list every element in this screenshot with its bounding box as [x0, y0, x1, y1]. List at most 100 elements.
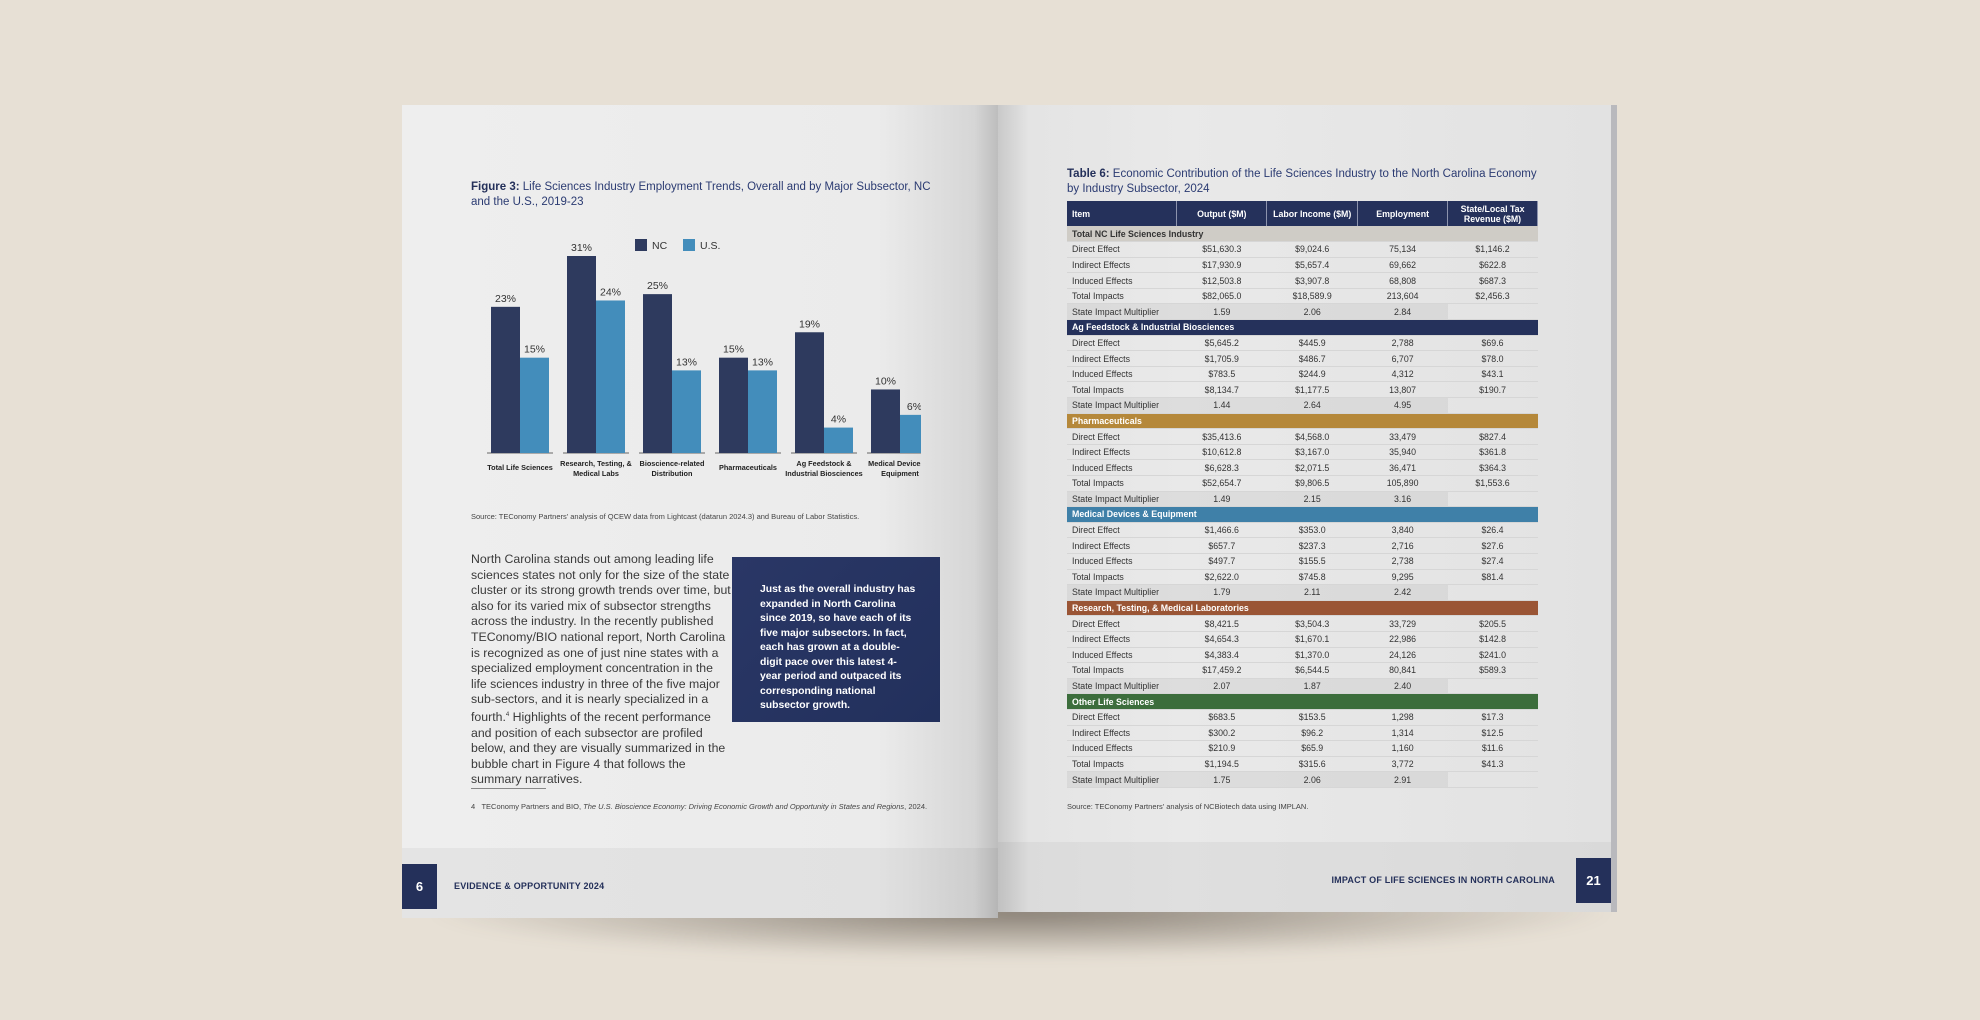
table-cell: Indirect Effects — [1067, 725, 1177, 742]
table-cell: $1,194.5 — [1176, 756, 1267, 773]
table-cell: Indirect Effects — [1067, 350, 1177, 367]
table-cell: $41.3 — [1447, 756, 1538, 773]
table-cell: 22,986 — [1357, 631, 1448, 648]
table-cell: $687.3 — [1447, 272, 1538, 289]
table-cell: State Impact Multiplier — [1067, 303, 1177, 321]
economic-contribution-table: Item Output ($M) Labor Income ($M) Employme… — [1067, 201, 1538, 788]
bar-us — [672, 370, 701, 453]
table-row: Indirect Effects $300.2 $96.2 1,314 $12.5 — [1067, 725, 1538, 742]
table-cell: 36,471 — [1357, 459, 1448, 476]
table-cell: $783.5 — [1176, 366, 1267, 383]
table-cell: $4,654.3 — [1176, 631, 1267, 648]
table-source: Source: TEConomy Partners' analysis of N… — [1067, 802, 1309, 811]
table-cell: 6,707 — [1357, 350, 1448, 367]
section-header-row: Total NC Life Sciences Industry — [1067, 226, 1538, 243]
table-cell: Direct Effect — [1067, 615, 1177, 632]
table-cell: $6,544.5 — [1266, 662, 1358, 679]
table-cell: $4,568.0 — [1266, 428, 1358, 445]
legend-label: NC — [652, 240, 668, 252]
table-cell: $43.1 — [1447, 366, 1538, 383]
table-row: Induced Effects $4,383.4 $1,370.0 24,126 $24… — [1067, 647, 1538, 664]
table-row: Total Impacts $17,459.2 $6,544.5 80,841 $589… — [1067, 662, 1538, 679]
table-row: State Impact Multiplier 1.44 2.64 4.95 — [1067, 397, 1538, 414]
table-cell: $745.8 — [1266, 569, 1358, 586]
table-cell: $5,645.2 — [1176, 335, 1267, 352]
table-cell: $8,421.5 — [1176, 615, 1267, 632]
page-footer: IMPACT OF LIFE SCIENCES IN NORTH CAROLIN… — [998, 842, 1611, 912]
footnote-divider — [471, 788, 546, 789]
table-cell: Direct Effect — [1067, 709, 1177, 726]
table-cell: $497.7 — [1176, 553, 1267, 570]
table-cell: $3,504.3 — [1266, 615, 1358, 632]
footnote: 4 TEConomy Partners and BIO, The U.S. Bi… — [471, 802, 928, 811]
bar-nc — [643, 294, 672, 453]
table-row: Total Impacts $82,065.0 $18,589.9 213,604 $2… — [1067, 288, 1538, 305]
category-label: Ag Feedstock & — [796, 459, 852, 468]
column-header: State/Local Tax Revenue ($M) — [1447, 201, 1538, 226]
table-cell: Induced Effects — [1067, 459, 1177, 476]
table-cell: $78.0 — [1447, 350, 1538, 367]
table-cell: 3,772 — [1357, 756, 1448, 773]
right-page: Table 6: Economic Contribution of the Li… — [998, 105, 1617, 912]
table-cell: $210.9 — [1176, 740, 1267, 757]
table-row: Direct Effect $8,421.5 $3,504.3 33,729 $205.… — [1067, 615, 1538, 632]
category-label: Total Life Sciences — [487, 463, 553, 472]
table-row: Indirect Effects $657.7 $237.3 2,716 $27.6 — [1067, 537, 1538, 554]
table-cell: $51,630.3 — [1176, 241, 1267, 258]
table-cell: $82,065.0 — [1176, 288, 1267, 305]
section-header-row: Other Life Sciences — [1067, 693, 1538, 710]
table-cell: 2,788 — [1357, 335, 1448, 352]
table-cell: $1,705.9 — [1176, 350, 1267, 367]
data-label: 25% — [647, 280, 668, 292]
table-cell: $205.5 — [1447, 615, 1538, 632]
table-cell: State Impact Multiplier — [1067, 771, 1177, 788]
data-label: 31% — [571, 242, 592, 254]
table-cell: Indirect Effects — [1067, 631, 1177, 648]
table-row: Induced Effects $210.9 $65.9 1,160 $11.6 — [1067, 740, 1538, 757]
table-row: Total Impacts $8,134.7 $1,177.5 13,807 $190.… — [1067, 381, 1538, 399]
table-cell: 1,160 — [1357, 740, 1448, 757]
category-label: Pharmaceuticals — [719, 463, 777, 472]
table-cell — [1447, 491, 1538, 508]
section-name: Total NC Life Sciences Industry — [1067, 226, 1538, 243]
table-cell: State Impact Multiplier — [1067, 491, 1177, 508]
body-paragraph: North Carolina stands out among leading … — [471, 552, 731, 787]
table-cell: 2.40 — [1357, 678, 1448, 695]
table-cell: 3.16 — [1357, 491, 1448, 508]
bar-us — [520, 357, 549, 453]
table-cell: 1.79 — [1176, 584, 1267, 601]
table-cell: State Impact Multiplier — [1067, 397, 1177, 414]
table-cell: $9,024.6 — [1266, 241, 1358, 258]
table-cell: $18,589.9 — [1266, 288, 1358, 305]
table-cell: $5,657.4 — [1266, 257, 1358, 274]
table-cell: Total Impacts — [1067, 662, 1177, 679]
table-cell — [1447, 678, 1538, 695]
table-row: Indirect Effects $1,705.9 $486.7 6,707 $78.0 — [1067, 350, 1538, 367]
table-cell: $69.6 — [1447, 335, 1538, 352]
page-number: 6 — [402, 864, 437, 909]
table-cell: $486.7 — [1266, 350, 1358, 367]
table-cell: 33,479 — [1357, 428, 1448, 445]
table-cell: $1,466.6 — [1176, 522, 1267, 539]
table-cell: 2.91 — [1357, 771, 1448, 788]
figure-source: Source: TEConomy Partners' analysis of Q… — [471, 512, 860, 521]
table-row: Direct Effect $683.5 $153.5 1,298 $17.3 — [1067, 709, 1538, 726]
table-cell: $96.2 — [1266, 725, 1358, 742]
section-header-row: Medical Devices & Equipment — [1067, 506, 1538, 523]
table-cell: Direct Effect — [1067, 428, 1177, 445]
table-cell: $237.3 — [1266, 537, 1358, 554]
table-cell: Direct Effect — [1067, 522, 1177, 539]
table-cell: $27.4 — [1447, 553, 1538, 570]
table-cell: 1.75 — [1176, 771, 1267, 788]
table-cell: $35,413.6 — [1176, 428, 1267, 445]
table-cell: Indirect Effects — [1067, 444, 1177, 461]
table-cell: 4.95 — [1357, 397, 1448, 414]
table-cell: $1,553.6 — [1447, 475, 1538, 492]
category-label: Bioscience-related — [640, 459, 705, 468]
table-cell: 105,890 — [1357, 475, 1448, 492]
table-cell: $657.7 — [1176, 537, 1267, 554]
data-label: 10% — [875, 375, 896, 387]
table-cell: 35,940 — [1357, 444, 1448, 461]
page-footer: 6 EVIDENCE & OPPORTUNITY 2024 — [402, 848, 998, 918]
table-row: State Impact Multiplier 1.59 2.06 2.84 — [1067, 303, 1538, 321]
